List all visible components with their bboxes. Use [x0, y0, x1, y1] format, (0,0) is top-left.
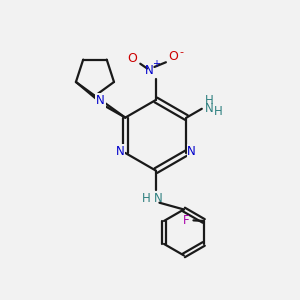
Text: H: H — [205, 94, 214, 107]
Text: N: N — [205, 102, 214, 115]
Text: N: N — [145, 64, 154, 77]
Text: O: O — [168, 50, 178, 64]
Text: N: N — [96, 94, 105, 107]
Text: O: O — [128, 52, 137, 64]
Text: +: + — [152, 59, 160, 69]
Text: -: - — [179, 47, 184, 57]
Text: N: N — [116, 145, 125, 158]
Text: F: F — [183, 214, 189, 227]
Text: H: H — [142, 192, 151, 205]
Text: N: N — [154, 192, 163, 205]
Text: N: N — [187, 145, 196, 158]
Text: H: H — [214, 105, 223, 118]
Text: N: N — [96, 96, 105, 109]
